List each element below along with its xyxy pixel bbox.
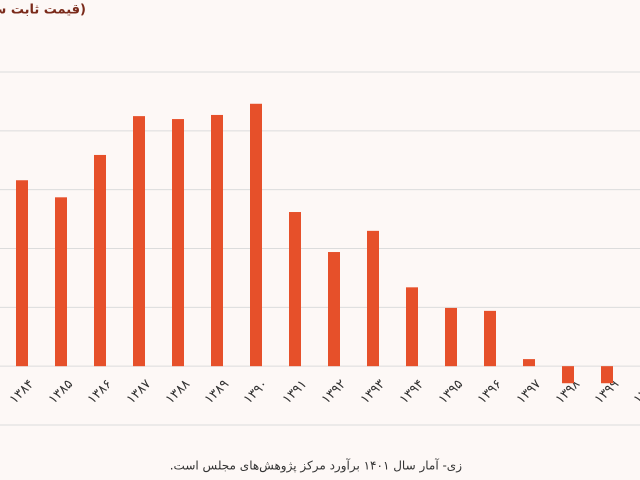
bar — [211, 114, 223, 367]
bar — [562, 366, 574, 384]
bar — [55, 197, 67, 367]
bar — [172, 119, 184, 367]
bar — [16, 180, 28, 367]
bar — [406, 287, 418, 367]
bar — [289, 212, 301, 367]
bar — [601, 366, 613, 384]
bar — [367, 230, 379, 367]
source-note: زی- آمار سال ۱۴۰۱ برآورد مرکز پژوهش‌های … — [170, 458, 462, 474]
bar — [328, 252, 340, 367]
x-tick-label: ۱۴۰۰ — [631, 377, 640, 407]
bar — [133, 116, 145, 367]
bar — [523, 359, 535, 367]
bar — [250, 103, 262, 367]
chart-title: (قیمت ثابت سا — [0, 3, 86, 18]
bar — [94, 154, 106, 367]
bar — [484, 310, 496, 367]
bar — [445, 307, 457, 367]
